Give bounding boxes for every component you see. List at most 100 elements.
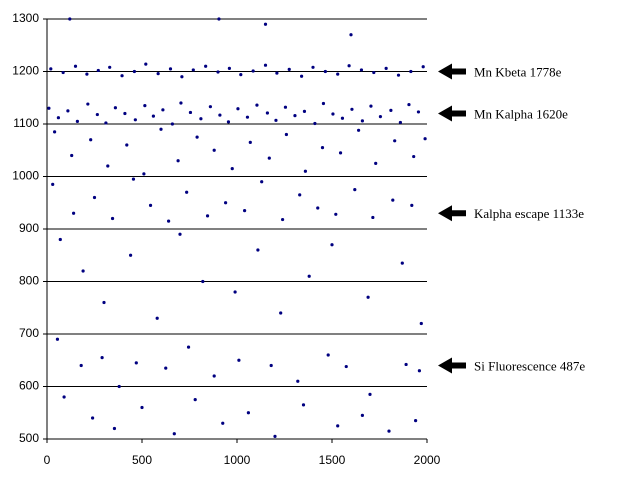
point — [227, 66, 231, 70]
point — [73, 64, 78, 68]
point — [201, 279, 205, 284]
point — [263, 22, 268, 26]
point — [404, 362, 408, 367]
point — [217, 17, 221, 21]
point — [245, 115, 250, 119]
point — [267, 156, 271, 160]
annotation: Mn Kalpha 1620e — [474, 106, 568, 121]
point — [104, 121, 108, 125]
point — [72, 211, 76, 215]
point — [167, 219, 171, 223]
point — [421, 65, 425, 69]
point — [298, 193, 302, 197]
point — [359, 68, 364, 72]
point — [51, 182, 55, 186]
point — [349, 33, 353, 37]
point — [347, 64, 351, 68]
point — [366, 295, 370, 299]
point — [179, 101, 183, 105]
point — [195, 135, 199, 139]
point — [384, 66, 388, 70]
point — [284, 132, 288, 137]
y-tick-label: 700 — [19, 326, 39, 340]
point — [416, 110, 421, 114]
point — [357, 128, 361, 132]
point — [255, 103, 259, 107]
point — [323, 69, 327, 74]
point — [186, 345, 191, 349]
point — [170, 122, 174, 126]
point — [75, 119, 79, 123]
point — [193, 398, 197, 402]
point — [176, 159, 180, 163]
point — [265, 111, 269, 115]
point — [293, 114, 297, 118]
point — [129, 253, 133, 257]
point — [256, 248, 260, 252]
point — [226, 120, 231, 124]
point — [102, 300, 106, 305]
point — [62, 395, 66, 399]
point — [389, 108, 393, 112]
point — [248, 140, 252, 144]
point — [331, 112, 335, 116]
point — [70, 153, 74, 158]
point — [369, 104, 373, 108]
point — [66, 109, 70, 113]
y-tick-label: 500 — [19, 431, 39, 445]
point — [191, 68, 195, 72]
point — [251, 69, 255, 73]
point — [155, 316, 159, 320]
point — [89, 138, 93, 142]
point — [212, 148, 216, 152]
point — [144, 62, 148, 66]
y-tick-label: 1100 — [13, 116, 39, 130]
annotation: Mn Kbeta 1778e — [474, 64, 562, 79]
point — [199, 117, 203, 121]
point — [178, 232, 182, 236]
point — [131, 177, 136, 181]
point — [236, 107, 240, 111]
point — [246, 411, 250, 415]
point — [113, 106, 117, 110]
point — [159, 127, 163, 131]
point — [132, 69, 136, 74]
point — [216, 70, 220, 74]
point — [185, 190, 189, 194]
point — [239, 73, 243, 77]
point — [316, 206, 320, 210]
point — [269, 363, 273, 368]
point — [301, 403, 306, 407]
point — [123, 111, 127, 116]
point — [307, 274, 311, 278]
point — [180, 75, 184, 79]
y-tick-label: 600 — [19, 379, 39, 393]
point — [148, 203, 153, 207]
point — [283, 105, 288, 109]
point — [326, 353, 330, 357]
point — [56, 116, 61, 120]
point — [151, 114, 155, 118]
point — [410, 203, 414, 207]
point — [353, 188, 357, 192]
point — [230, 167, 234, 171]
point — [321, 101, 326, 106]
point — [260, 180, 264, 184]
point — [125, 143, 129, 147]
point — [340, 116, 345, 120]
point — [334, 212, 338, 216]
point — [79, 363, 83, 368]
point — [398, 120, 402, 125]
point — [368, 392, 372, 396]
point — [360, 119, 364, 123]
point — [374, 161, 378, 165]
point — [100, 356, 104, 360]
point — [161, 108, 165, 112]
y-tick-label: 1200 — [12, 64, 39, 78]
point — [143, 104, 147, 108]
point — [400, 261, 404, 265]
x-tick-label: 0 — [44, 453, 51, 467]
point — [378, 115, 383, 119]
point — [336, 72, 340, 76]
